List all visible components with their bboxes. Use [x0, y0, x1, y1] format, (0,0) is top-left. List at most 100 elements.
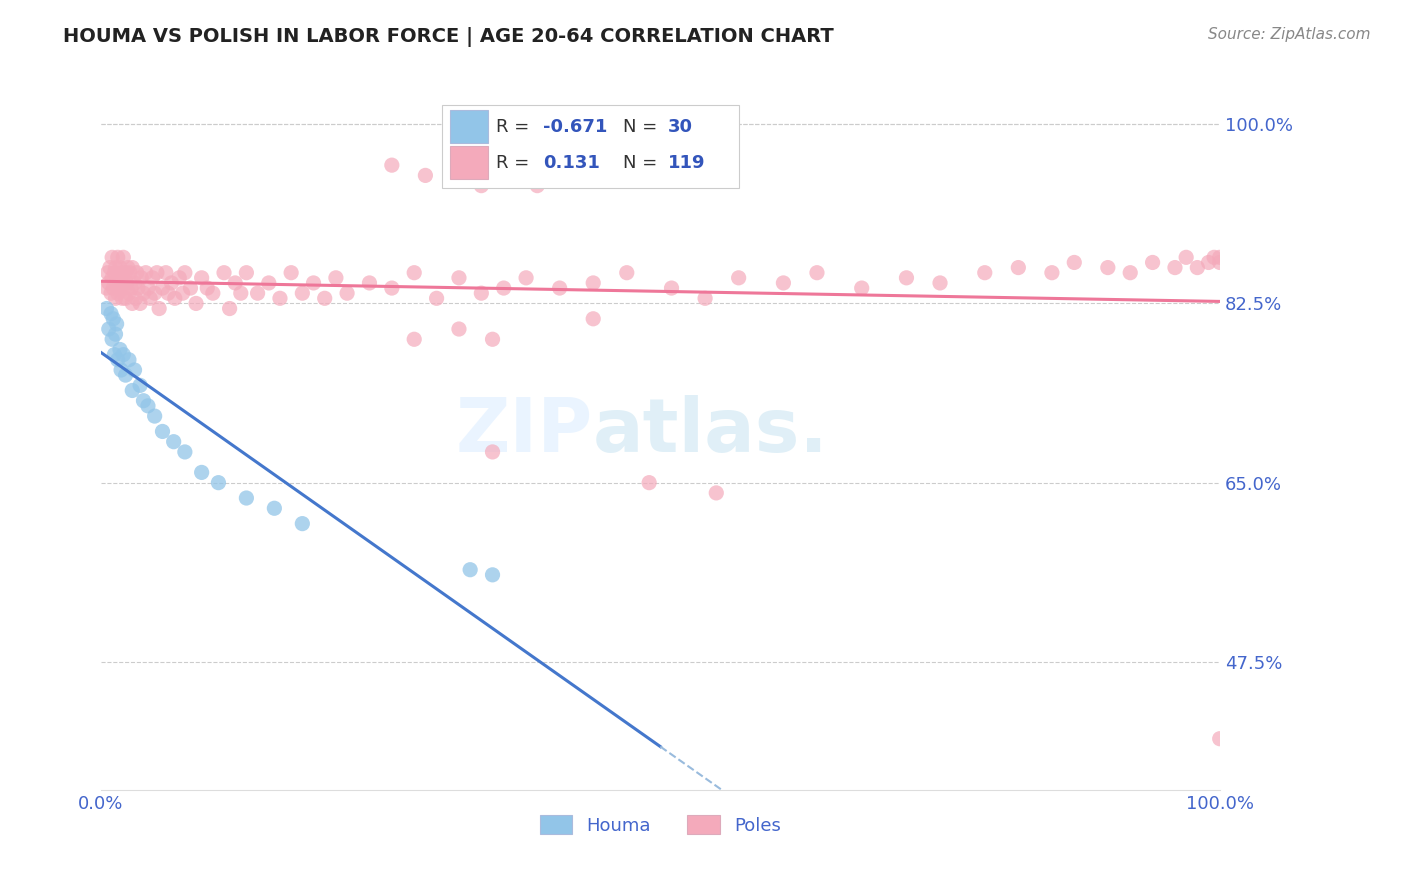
- Poles: [172, 286, 194, 301]
- Houma: [121, 384, 143, 398]
- Poles: [121, 260, 143, 275]
- Houma: [143, 409, 166, 423]
- Poles: [114, 266, 136, 280]
- Text: N =: N =: [623, 118, 664, 136]
- Poles: [101, 250, 124, 264]
- Poles: [336, 286, 359, 301]
- Houma: [96, 301, 118, 316]
- Houma: [129, 378, 152, 392]
- Poles: [97, 266, 120, 280]
- Poles: [124, 276, 146, 290]
- Poles: [115, 276, 138, 290]
- Poles: [291, 286, 314, 301]
- Poles: [212, 266, 235, 280]
- Poles: [1164, 260, 1187, 275]
- Poles: [1063, 255, 1085, 269]
- Poles: [101, 270, 124, 285]
- Poles: [269, 291, 291, 305]
- Poles: [129, 296, 152, 310]
- Poles: [143, 286, 166, 301]
- Text: R =: R =: [496, 118, 534, 136]
- Text: N =: N =: [623, 153, 664, 171]
- Poles: [125, 266, 148, 280]
- Poles: [135, 266, 157, 280]
- Poles: [548, 281, 571, 295]
- Poles: [121, 296, 143, 310]
- Poles: [184, 296, 207, 310]
- Text: Source: ZipAtlas.com: Source: ZipAtlas.com: [1208, 27, 1371, 42]
- Poles: [136, 281, 159, 295]
- Poles: [582, 311, 605, 326]
- Legend: Houma, Poles: Houma, Poles: [540, 814, 780, 835]
- Poles: [117, 260, 139, 275]
- Poles: [704, 486, 727, 500]
- Text: R =: R =: [496, 153, 534, 171]
- Houma: [207, 475, 229, 490]
- Poles: [851, 281, 873, 295]
- Poles: [426, 291, 449, 305]
- Poles: [1209, 250, 1232, 264]
- Poles: [107, 250, 129, 264]
- Poles: [381, 281, 404, 295]
- Houma: [100, 307, 122, 321]
- Poles: [1209, 255, 1232, 269]
- Houma: [124, 363, 146, 377]
- Poles: [108, 260, 131, 275]
- Poles: [179, 281, 201, 295]
- Text: ZIP: ZIP: [456, 395, 593, 468]
- Poles: [132, 286, 155, 301]
- Poles: [218, 301, 240, 316]
- Text: atlas.: atlas.: [593, 395, 830, 468]
- Poles: [1119, 266, 1142, 280]
- Poles: [1142, 255, 1164, 269]
- Text: -0.671: -0.671: [543, 118, 607, 136]
- Houma: [481, 567, 503, 582]
- Poles: [404, 266, 426, 280]
- Houma: [235, 491, 257, 505]
- Houma: [118, 352, 141, 367]
- Houma: [97, 322, 120, 336]
- Text: 119: 119: [668, 153, 706, 171]
- Poles: [160, 276, 183, 290]
- Poles: [155, 266, 177, 280]
- Houma: [108, 343, 131, 357]
- Poles: [108, 266, 131, 280]
- FancyBboxPatch shape: [441, 105, 738, 187]
- Poles: [1040, 266, 1063, 280]
- Poles: [470, 178, 492, 193]
- Houma: [112, 348, 135, 362]
- Poles: [112, 250, 135, 264]
- Poles: [415, 169, 437, 183]
- Poles: [381, 158, 404, 172]
- Houma: [291, 516, 314, 531]
- Poles: [359, 276, 381, 290]
- Houma: [132, 393, 155, 408]
- Poles: [929, 276, 952, 290]
- Houma: [263, 501, 285, 516]
- Poles: [127, 281, 149, 295]
- Poles: [1007, 260, 1029, 275]
- Poles: [110, 276, 132, 290]
- Houma: [173, 445, 195, 459]
- Houma: [101, 332, 124, 346]
- Poles: [693, 291, 716, 305]
- Poles: [104, 291, 127, 305]
- Poles: [447, 322, 470, 336]
- Poles: [280, 266, 302, 280]
- Poles: [96, 281, 118, 295]
- Poles: [146, 266, 169, 280]
- Poles: [325, 270, 347, 285]
- Poles: [139, 291, 162, 305]
- Poles: [481, 445, 503, 459]
- Poles: [605, 173, 627, 187]
- Poles: [104, 260, 127, 275]
- Poles: [314, 291, 336, 305]
- Poles: [103, 281, 125, 295]
- Poles: [108, 281, 131, 295]
- Poles: [157, 286, 180, 301]
- Poles: [404, 332, 426, 346]
- Poles: [163, 291, 186, 305]
- Poles: [302, 276, 325, 290]
- Poles: [526, 178, 548, 193]
- Houma: [103, 311, 125, 326]
